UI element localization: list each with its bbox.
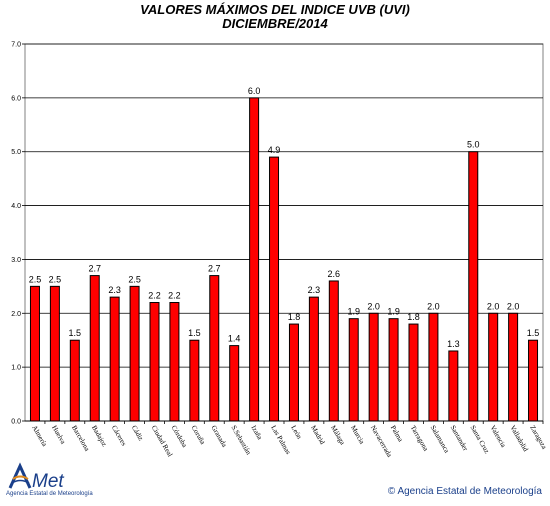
x-tick-label: Córdoba	[170, 424, 189, 450]
x-tick-label: León	[289, 424, 303, 441]
bar	[49, 285, 60, 422]
bar	[229, 345, 240, 422]
bar	[308, 296, 319, 422]
data-label: 1.5	[69, 328, 82, 338]
data-label: 2.6	[328, 269, 341, 279]
x-tick-label: Zaragoza	[528, 424, 548, 451]
x-tick-label: Izaña	[249, 424, 264, 442]
chart-title: VALORES MÁXIMOS DEL INDICE UVB (UVI)	[140, 2, 410, 17]
bar	[348, 318, 359, 422]
bar	[288, 323, 299, 422]
data-label: 2.5	[128, 274, 141, 284]
bar	[368, 312, 379, 422]
data-label: 1.9	[387, 307, 400, 317]
bar	[448, 350, 459, 422]
bar	[528, 339, 539, 422]
bar	[468, 151, 479, 422]
x-tick-label: Palma	[389, 424, 405, 444]
x-tick-label: S.Sebastián	[229, 424, 252, 457]
bar	[408, 323, 419, 422]
x-tick-label: Valladolid	[508, 424, 530, 453]
data-label: 2.5	[49, 274, 62, 284]
data-label: 1.8	[288, 312, 301, 322]
bar	[89, 275, 100, 422]
x-tick-label: Valencia	[488, 424, 507, 450]
x-tick-label: Madrid	[309, 424, 326, 446]
x-tick-label: Huelva	[50, 424, 67, 446]
bar	[29, 285, 40, 422]
data-label: 2.0	[507, 301, 520, 311]
data-label: 2.0	[367, 301, 380, 311]
data-label: 6.0	[248, 86, 261, 96]
x-tick-label: Santander	[449, 424, 470, 453]
bar	[508, 312, 519, 422]
y-tick-label: 3.0	[11, 257, 21, 264]
y-tick-label: 5.0	[11, 149, 21, 156]
data-label: 1.9	[347, 307, 360, 317]
plot-area	[24, 43, 544, 422]
bar	[189, 339, 200, 422]
x-tick-label: Las Palmas	[269, 424, 292, 456]
x-tick-label: Salamanca	[429, 424, 452, 455]
y-tick-label: 1.0	[11, 365, 21, 372]
bar	[109, 296, 120, 422]
bar	[69, 339, 80, 422]
x-tick-label: Almería	[30, 424, 49, 449]
x-tick-label: Barcelona	[70, 424, 92, 453]
data-label: 2.7	[208, 264, 221, 274]
data-label: 2.2	[168, 291, 181, 301]
x-tick-label: Tarragona	[409, 424, 431, 453]
y-tick-label: 4.0	[11, 203, 21, 210]
bar	[129, 285, 140, 422]
data-label: 2.2	[148, 291, 161, 301]
bar	[209, 275, 220, 422]
y-tick-label: 7.0	[11, 42, 21, 49]
x-tick-label: Cádiz	[130, 424, 145, 442]
logo-subtitle: Agencia Estatal de Meteorología	[6, 491, 93, 497]
data-label: 2.3	[108, 285, 121, 295]
bar	[149, 302, 160, 422]
bar	[169, 302, 180, 422]
data-label: 2.0	[427, 301, 440, 311]
x-tick-label: Murcia	[349, 424, 366, 446]
bar	[428, 312, 439, 422]
data-label: 1.5	[527, 328, 540, 338]
x-tick-label: Coruña	[190, 424, 208, 447]
bar	[269, 156, 280, 422]
uvi-bar-chart: 0.0 1.0 2.0 3.0 4.0 5.0 6.0 7.0 2.5 Almería 2.5 Hue…	[11, 42, 548, 460]
bar	[249, 97, 260, 422]
bar	[488, 312, 499, 422]
y-tick-label: 6.0	[11, 95, 21, 102]
x-tick-label: Badajoz	[90, 424, 108, 448]
chart-subtitle: DICIEMBRE/2014	[222, 16, 328, 31]
data-label: 2.7	[88, 264, 101, 274]
aemet-logo: Met	[8, 462, 64, 492]
copyright-footer: © Agencia Estatal de Meteorología	[387, 486, 542, 497]
data-label: 1.4	[228, 334, 241, 344]
data-label: 2.5	[29, 274, 42, 284]
bar	[388, 318, 399, 422]
data-label: 1.3	[447, 339, 460, 349]
data-label: 4.9	[268, 145, 281, 155]
data-label: 2.3	[308, 285, 321, 295]
data-label: 5.0	[467, 140, 480, 150]
data-label: 1.8	[407, 312, 420, 322]
data-label: 1.5	[188, 328, 201, 338]
y-tick-label: 2.0	[11, 311, 21, 318]
bar	[328, 280, 339, 422]
x-tick-label: Cáceres	[110, 424, 128, 447]
data-label: 2.0	[487, 301, 500, 311]
x-tick-label: Granada	[210, 424, 229, 449]
y-tick-label: 0.0	[11, 419, 21, 426]
svg-text:Met: Met	[32, 471, 64, 492]
x-tick-label: Santa Cruz	[469, 424, 491, 455]
x-tick-label: Málaga	[329, 424, 347, 447]
